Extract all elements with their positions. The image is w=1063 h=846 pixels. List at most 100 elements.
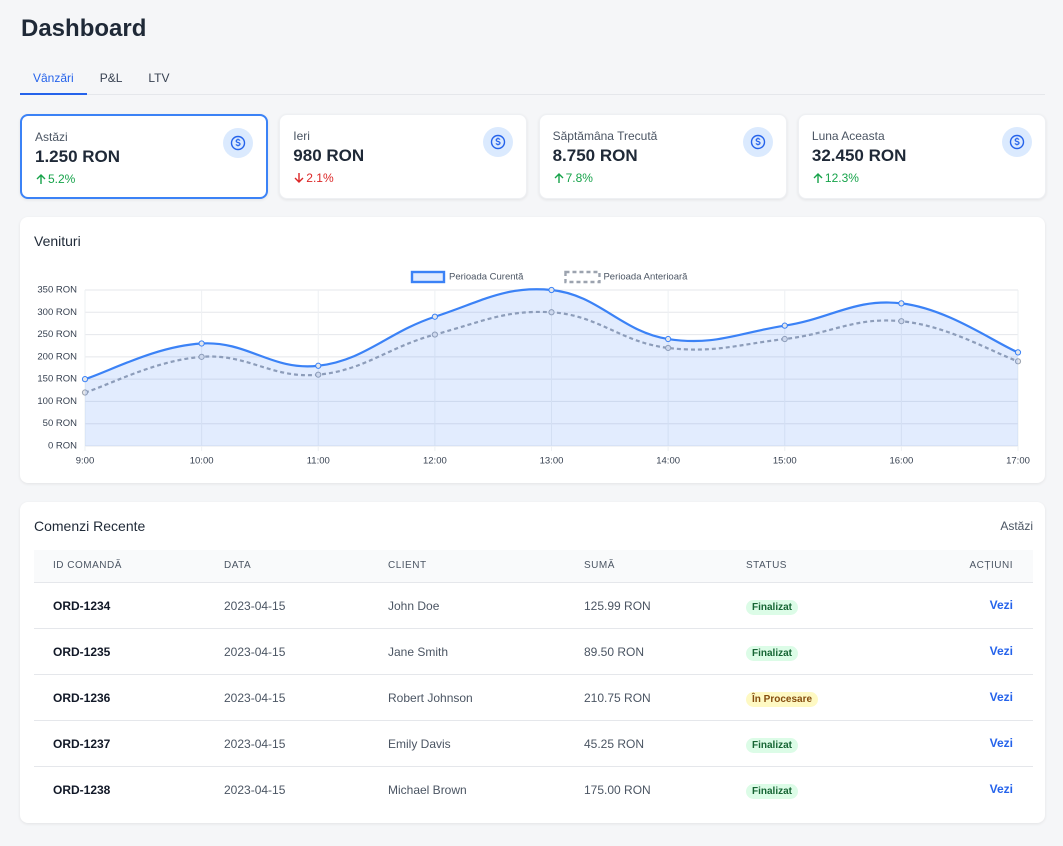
x-tick-label: 10:00 [190, 456, 214, 467]
column-header: CLIENT [388, 560, 427, 571]
view-link[interactable]: Vezi [989, 782, 1013, 796]
data-point [431, 313, 438, 320]
order-client: John Doe [388, 599, 440, 613]
legend-swatch [564, 270, 601, 284]
icon-ring [230, 135, 246, 151]
order-id: ORD-1238 [53, 783, 111, 797]
stat-change: 2.1% [293, 171, 334, 185]
arrow-shape [294, 173, 304, 183]
order-amount: 175.00 RON [584, 783, 651, 797]
icon-s [1014, 137, 1020, 146]
stat-value: 32.450 RON [811, 146, 907, 165]
orders-title: Comenzi Recente [34, 518, 146, 534]
chart-title: Venituri [34, 233, 81, 249]
table-row: ORD-1237 2023-04-15 Emily Davis 45.25 RON Fi… [34, 721, 1033, 767]
x-tick-label: 9:00 [76, 456, 95, 467]
status-badge: Finalizat [746, 600, 799, 615]
data-point [665, 344, 672, 352]
order-amount: 89.50 RON [584, 645, 645, 659]
y-tick-label: 150 RON [37, 374, 77, 385]
data-point [81, 389, 89, 396]
order-id: ORD-1236 [53, 691, 111, 705]
icon-ring [491, 134, 506, 150]
data-point [898, 318, 905, 325]
trend-arrow [554, 173, 564, 183]
x-tick-label: 12:00 [423, 456, 447, 467]
change-text: 7.8% [565, 171, 593, 185]
stat-label: Luna Aceasta [811, 129, 885, 143]
y-tick-label: 300 RON [37, 307, 77, 318]
icon-s [235, 138, 241, 147]
order-id: ORD-1234 [53, 599, 111, 613]
order-date: 2023-04-15 [224, 691, 286, 705]
table-row: ORD-1235 2023-04-15 Jane Smith 89.50 RON Fin… [34, 629, 1033, 675]
order-amount: 125.99 RON [584, 599, 651, 613]
tab[interactable]: Vânzări [20, 62, 87, 95]
order-amount: 45.25 RON [584, 737, 645, 751]
icon-s [755, 137, 761, 146]
table-row: ORD-1234 2023-04-15 John Doe 125.99 RON Fina… [34, 583, 1033, 629]
data-point [81, 376, 89, 383]
data-point [898, 300, 905, 307]
table-row: ORD-1236 2023-04-15 Robert Johnson 210.75 R… [34, 675, 1033, 721]
y-tick-label: 100 RON [37, 396, 77, 407]
table-row: ORD-1238 2023-04-15 Michael Brown 175.00 RO… [34, 767, 1033, 812]
order-date: 2023-04-15 [224, 737, 286, 751]
data-point [1014, 358, 1022, 365]
data-point [781, 322, 788, 329]
order-date: 2023-04-15 [224, 783, 286, 797]
data-point [315, 371, 322, 378]
money-icon [1001, 127, 1032, 157]
data-point [548, 309, 555, 316]
stat-card[interactable]: Astăzi 1.250 RON 5.2% [20, 114, 268, 199]
view-link[interactable]: Vezi [989, 598, 1013, 612]
column-header: STATUS [746, 560, 787, 571]
tab-bar: Vânzări P&L LTV [20, 62, 1045, 95]
data-point [315, 362, 322, 369]
icon-ring [1009, 134, 1025, 150]
view-link[interactable]: Vezi [989, 736, 1013, 750]
change-text: 12.3% [824, 171, 859, 185]
orders-filter[interactable]: Astăzi [1000, 519, 1033, 533]
stat-label: Astăzi [35, 130, 68, 144]
view-link[interactable]: Vezi [989, 690, 1013, 704]
stat-value: 8.750 RON [552, 146, 638, 165]
data-point [198, 340, 205, 347]
y-tick-label: 50 RON [43, 418, 77, 429]
status-badge: Finalizat [746, 738, 799, 753]
order-client: Emily Davis [388, 737, 451, 751]
stat-card[interactable]: Săptămâna Trecută 8.750 RON 7.8% [538, 114, 787, 199]
orders-card: Comenzi Recente Astăzi ID COMANDĂ DATA CLIEN… [20, 502, 1045, 823]
column-header: DATA [224, 560, 252, 571]
data-point [198, 353, 205, 360]
stat-card[interactable]: Luna Aceasta 32.450 RON 12.3% [797, 114, 1046, 199]
stat-value: 1.250 RON [35, 147, 121, 166]
tab[interactable]: P&L [99, 71, 123, 85]
trend-arrow [36, 174, 46, 184]
status-badge: Finalizat [746, 784, 799, 799]
legend-label: Perioada Curentă [449, 272, 524, 283]
trend-arrow [813, 173, 823, 183]
icon-ring [750, 134, 765, 150]
column-header: SUMĂ [584, 560, 615, 571]
change-text: 5.2% [48, 172, 76, 186]
x-tick-label: 15:00 [773, 456, 797, 467]
order-client: Michael Brown [388, 783, 467, 797]
stat-change: 12.3% [812, 171, 859, 185]
tab[interactable]: LTV [148, 71, 170, 85]
table-header: ID COMANDĂ DATA CLIENT SUMĂ STATUS ACȚIUNI [34, 550, 1033, 583]
money-icon [483, 127, 514, 157]
view-link[interactable]: Vezi [989, 644, 1013, 658]
y-tick-label: 0 RON [48, 441, 77, 452]
change-text: 2.1% [306, 171, 334, 185]
order-date: 2023-04-15 [224, 645, 286, 659]
x-tick-label: 13:00 [540, 456, 564, 467]
icon-s [495, 137, 501, 146]
stat-card[interactable]: Ieri 980 RON 2.1% [279, 114, 528, 199]
stat-change: 5.2% [35, 172, 75, 186]
order-amount: 210.75 RON [584, 691, 651, 705]
x-tick-label: 14:00 [656, 456, 680, 467]
chart-card: Venituri 0 RON 50 RON 100 RON 150 RON 200 RON… [20, 217, 1045, 483]
